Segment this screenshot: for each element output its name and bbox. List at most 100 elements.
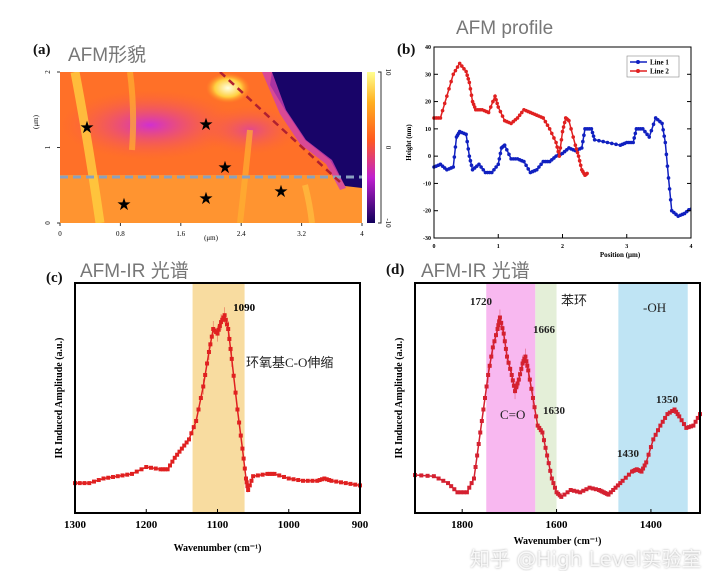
data-point [615,483,620,488]
data-point [462,67,466,71]
data-point [581,139,585,144]
data-point [664,152,669,157]
data-point [573,143,578,148]
y-tick-label: 10 [425,127,431,133]
data-point [231,373,236,378]
data-point [647,135,652,139]
data-point [464,132,468,137]
data-point [489,354,494,359]
data-point [667,187,672,191]
data-point [515,116,520,120]
data-point [486,373,491,377]
data-point [558,146,563,150]
data-point [219,320,224,325]
data-point [115,474,120,479]
data-point [471,102,476,107]
data-point [569,127,573,131]
data-point [494,333,499,338]
data-point [540,430,545,435]
data-point [478,430,483,435]
data-point [522,159,526,164]
data-point [560,129,565,134]
data-point [491,99,495,104]
data-point [201,384,206,389]
data-point [499,320,504,325]
data-point [496,323,501,328]
data-point [581,488,586,493]
data-point [641,127,645,131]
data-point [618,481,623,486]
data-point [644,460,649,465]
x-tick-label: 1400 [640,519,663,531]
data-point [327,478,332,483]
data-point [216,327,221,332]
data-point [189,431,194,436]
data-point [466,147,471,151]
data-point [665,164,670,168]
data-point [626,472,631,477]
data-point [488,105,493,109]
data-point [453,145,458,149]
data-point [663,140,668,145]
data-point [543,119,548,124]
data-point [578,490,583,495]
data-point [632,136,637,140]
data-point [170,459,175,464]
data-point [469,481,474,486]
data-point [576,154,581,158]
data-point [246,488,251,492]
chart-d: 1800 1600 1400 Wavenumber (cm⁻¹) IR Induced … [394,282,702,547]
data-point [492,339,497,344]
data-point [513,389,518,394]
data-point [468,158,473,163]
data-point [353,482,358,487]
data-point [548,468,553,473]
panel-b-title: AFM profile [456,18,554,39]
data-point [557,154,562,158]
colorbar-tick-label: 0 [384,146,392,150]
data-point [233,390,238,395]
data-point [578,163,583,168]
x-axis-label: Wavenumber (cm⁻¹) [514,536,602,547]
panel-b-label: (b) [397,42,416,58]
x-tick-label: 1 [497,244,500,250]
panel-a-title: AFM形貌 [68,45,147,66]
data-point [681,422,686,427]
data-point [623,475,628,480]
data-point [591,134,596,138]
data-point [667,410,672,415]
data-point [609,141,614,146]
data-point [348,481,353,486]
data-point [535,167,539,172]
data-point [317,478,322,483]
data-point [645,132,649,137]
data-point [567,118,571,123]
data-point [101,476,106,481]
data-point [242,466,247,471]
data-point [334,479,339,484]
data-point [324,477,329,482]
data-point [457,61,462,66]
data-point [665,412,670,417]
data-point [469,163,474,168]
data-point [96,478,101,483]
data-point [431,474,436,479]
x-tick-label: 1100 [207,519,229,531]
data-point [561,125,566,129]
data-point [648,445,653,450]
data-point [677,414,682,419]
data-point [149,465,153,470]
data-point [286,476,291,481]
data-point [282,474,286,479]
data-point [467,154,472,158]
data-point [461,490,466,495]
star-markers: ★ ★ ★ ★ ★ ★ [79,115,288,214]
chart-c: 1300 1200 1100 1000 900 Wavenumber (cm⁻¹) IR I… [54,282,369,554]
x-tick-label: 4 [360,230,364,238]
data-point [226,327,231,331]
data-point [184,440,189,445]
data-point [223,317,228,322]
data-point [547,127,552,131]
peak-label: 1666 [533,324,556,336]
